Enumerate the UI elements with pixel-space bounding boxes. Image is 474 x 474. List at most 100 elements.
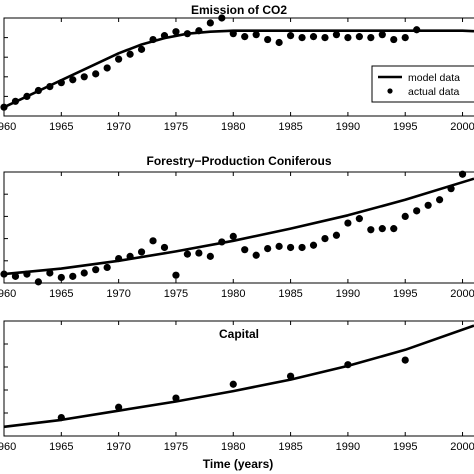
data-point: [264, 35, 272, 44]
data-point: [149, 237, 157, 245]
x-tick-label: 1960: [0, 121, 16, 133]
data-point: [321, 34, 329, 42]
x-tick-label: 1970: [106, 441, 130, 453]
x-tick-label: 1980: [221, 441, 245, 453]
data-point: [126, 252, 134, 260]
data-point: [172, 271, 180, 279]
data-point: [401, 356, 409, 364]
legend-entry-label: actual data: [408, 86, 460, 98]
data-point: [57, 273, 65, 282]
x-tick-label: 1965: [49, 288, 73, 300]
data-point: [46, 269, 54, 277]
data-point: [367, 34, 375, 42]
x-tick-label: 1970: [106, 121, 130, 133]
x-tick-label: 1980: [221, 121, 245, 133]
data-point: [252, 251, 260, 259]
data-point: [390, 35, 398, 44]
data-point: [160, 32, 169, 40]
data-point: [321, 235, 329, 243]
data-point: [126, 50, 134, 58]
legend: model data actual data: [371, 65, 474, 103]
data-point: [286, 243, 295, 252]
x-tick-label: 1960: [0, 288, 16, 300]
data-point: [149, 35, 157, 44]
data-point: [172, 28, 180, 36]
x-tick-label: 1990: [336, 121, 360, 133]
x-tick-label: 1990: [336, 441, 360, 453]
x-tick-label: 1975: [164, 441, 188, 453]
data-point: [241, 246, 249, 254]
data-point: [286, 372, 295, 380]
data-point: [229, 380, 237, 388]
data-point: [69, 272, 77, 280]
data-point: [367, 226, 375, 234]
data-point: [286, 32, 295, 40]
data-point: [115, 55, 123, 63]
data-point: [80, 73, 88, 81]
data-point: [401, 34, 409, 42]
x-tick-label: 1965: [49, 441, 73, 453]
data-point: [103, 64, 111, 72]
data-point: [309, 241, 318, 249]
data-point: [172, 394, 180, 402]
x-tick-label: 1965: [49, 121, 73, 133]
x-tick-label: 1995: [393, 288, 417, 300]
data-point: [206, 19, 214, 27]
data-point: [34, 278, 42, 286]
x-tick-label: 2000: [450, 121, 474, 133]
data-point: [137, 248, 146, 256]
data-point: [424, 201, 432, 209]
data-point: [390, 225, 398, 233]
model-line: [3, 177, 474, 276]
x-tick-label: 1995: [393, 121, 417, 133]
data-point: [69, 76, 77, 84]
data-point: [344, 34, 352, 42]
x-tick-label: 2000: [450, 441, 474, 453]
data-point: [298, 243, 306, 252]
chart-title: Forestry−Production Coniferous: [146, 154, 331, 168]
data-point: [0, 270, 8, 278]
data-point: [332, 31, 341, 39]
x-tick-label: 1980: [221, 288, 245, 300]
x-axis-label: Time (years): [203, 457, 273, 471]
data-point: [229, 232, 237, 240]
data-point: [92, 70, 100, 78]
data-point: [183, 250, 192, 258]
x-tick-label: 1970: [106, 288, 130, 300]
data-point: [413, 207, 421, 215]
data-point: [218, 238, 226, 246]
data-point: [11, 97, 20, 105]
model-line: [3, 324, 474, 429]
data-point: [115, 403, 123, 411]
data-point: [103, 263, 111, 272]
data-point: [57, 414, 65, 422]
chart-title: Capital: [219, 327, 259, 341]
x-tick-label: 1975: [164, 288, 188, 300]
data-point: [11, 272, 20, 280]
data-point: [183, 30, 192, 38]
data-point: [332, 231, 341, 239]
data-point: [355, 215, 363, 223]
x-tick-label: 1995: [393, 441, 417, 453]
legend-dot-marker: [387, 88, 393, 94]
data-point: [413, 26, 421, 34]
data-point: [92, 266, 100, 274]
data-point: [23, 270, 31, 278]
data-point: [34, 86, 42, 95]
x-tick-label: 1985: [278, 441, 302, 453]
data-point: [309, 33, 318, 41]
data-point: [241, 33, 249, 41]
data-point: [195, 27, 203, 35]
data-point: [229, 30, 237, 38]
chart-panel-1: Emission of CO2 1960 1965 1970 1975 1980 1985 1…: [0, 3, 474, 133]
legend-entry-label: model data: [408, 72, 460, 84]
plot-frame: [3, 320, 474, 437]
data-point: [0, 103, 8, 111]
data-point: [80, 269, 88, 277]
data-point: [447, 185, 455, 193]
data-point: [23, 92, 31, 100]
x-tick-label: 1975: [164, 121, 188, 133]
x-tick-label: 1985: [278, 121, 302, 133]
data-point: [57, 79, 65, 87]
